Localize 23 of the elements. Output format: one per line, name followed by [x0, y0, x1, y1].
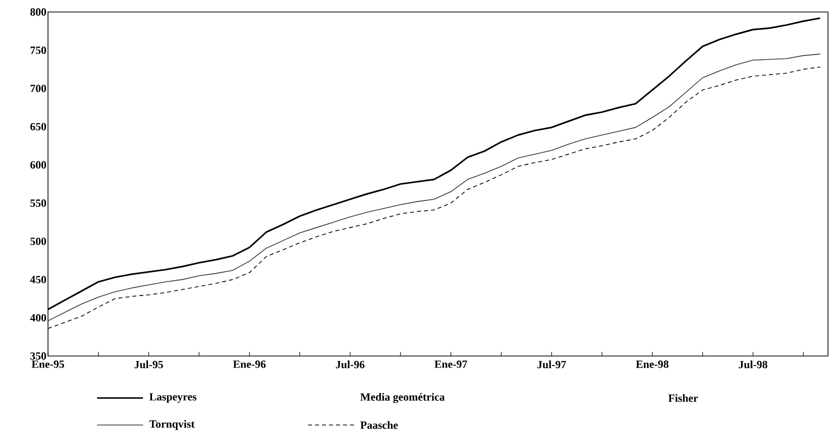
y-tick-label: 800 — [30, 8, 46, 16]
legend-label: Laspeyres — [149, 393, 196, 403]
text: Fisher — [668, 394, 698, 402]
x-tick-label: Ene-96 — [233, 360, 266, 368]
x-tick-label: Jul-95 — [134, 360, 163, 368]
y-tick-label: 700 — [30, 84, 46, 92]
y-tick-label: 650 — [30, 122, 46, 130]
y-tick-label: 400 — [30, 314, 46, 322]
y-tick-label: 550 — [30, 199, 46, 207]
text: Media geométrica — [360, 392, 445, 404]
y-tick-label: 500 — [30, 238, 46, 246]
x-tick-label: Ene-95 — [32, 360, 64, 368]
x-tick-label: Jul-96 — [336, 360, 364, 368]
x-tick-label: Jul-98 — [738, 360, 768, 368]
legend-label: Tornqvist — [149, 420, 195, 430]
x-tick-label: Ene-97 — [434, 360, 468, 368]
y-tick-label: 450 — [30, 276, 46, 284]
legend-label: Paasche — [360, 421, 398, 429]
y-tick-label: 600 — [30, 161, 46, 169]
x-tick-label: Jul-97 — [537, 360, 566, 368]
y-tick-label: 750 — [30, 46, 46, 54]
y-tick-label: 350 — [30, 352, 46, 360]
x-tick-label: Ene-98 — [636, 360, 668, 368]
